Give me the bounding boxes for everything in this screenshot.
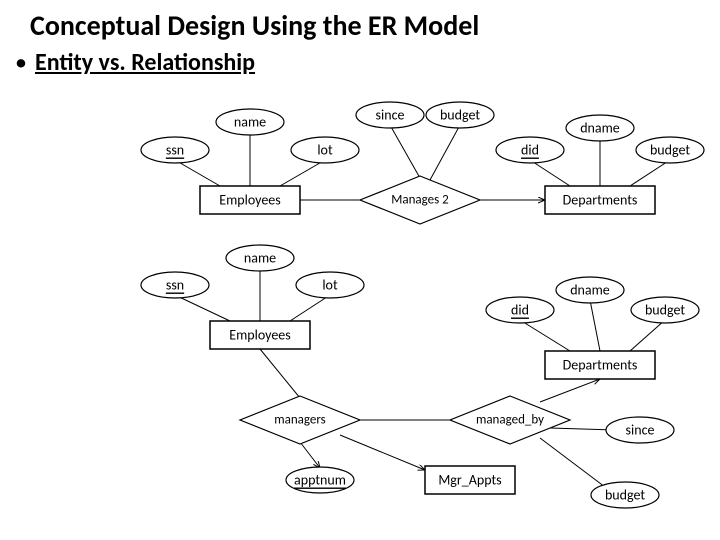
svg-text:dname: dname <box>580 120 620 137</box>
svg-text:ssn: ssn <box>166 142 184 159</box>
svg-text:managers: managers <box>274 413 326 428</box>
svg-text:did: did <box>511 302 529 319</box>
svg-text:ssn: ssn <box>166 277 184 294</box>
svg-text:name: name <box>234 114 266 131</box>
svg-text:budget: budget <box>440 107 480 124</box>
er-diagram: ssn name lot since budget did dname budget Emplo… <box>0 0 720 540</box>
svg-text:apptnum: apptnum <box>294 472 346 489</box>
svg-text:budget: budget <box>605 487 645 504</box>
svg-text:budget: budget <box>650 142 690 159</box>
svg-text:Departments: Departments <box>563 357 638 374</box>
svg-text:Employees: Employees <box>219 192 280 209</box>
svg-text:name: name <box>244 250 276 267</box>
svg-text:Departments: Departments <box>563 192 638 209</box>
svg-text:dname: dname <box>570 282 610 299</box>
svg-text:Employees: Employees <box>229 327 290 344</box>
svg-text:lot: lot <box>317 142 333 159</box>
svg-text:lot: lot <box>322 277 338 294</box>
svg-text:since: since <box>376 107 405 124</box>
svg-text:Mgr_Appts: Mgr_Appts <box>438 472 501 489</box>
svg-text:did: did <box>521 142 539 159</box>
svg-text:budget: budget <box>645 302 685 319</box>
svg-text:Manages 2: Manages 2 <box>391 193 449 208</box>
svg-text:since: since <box>626 422 655 439</box>
svg-text:managed_by: managed_by <box>476 413 544 428</box>
